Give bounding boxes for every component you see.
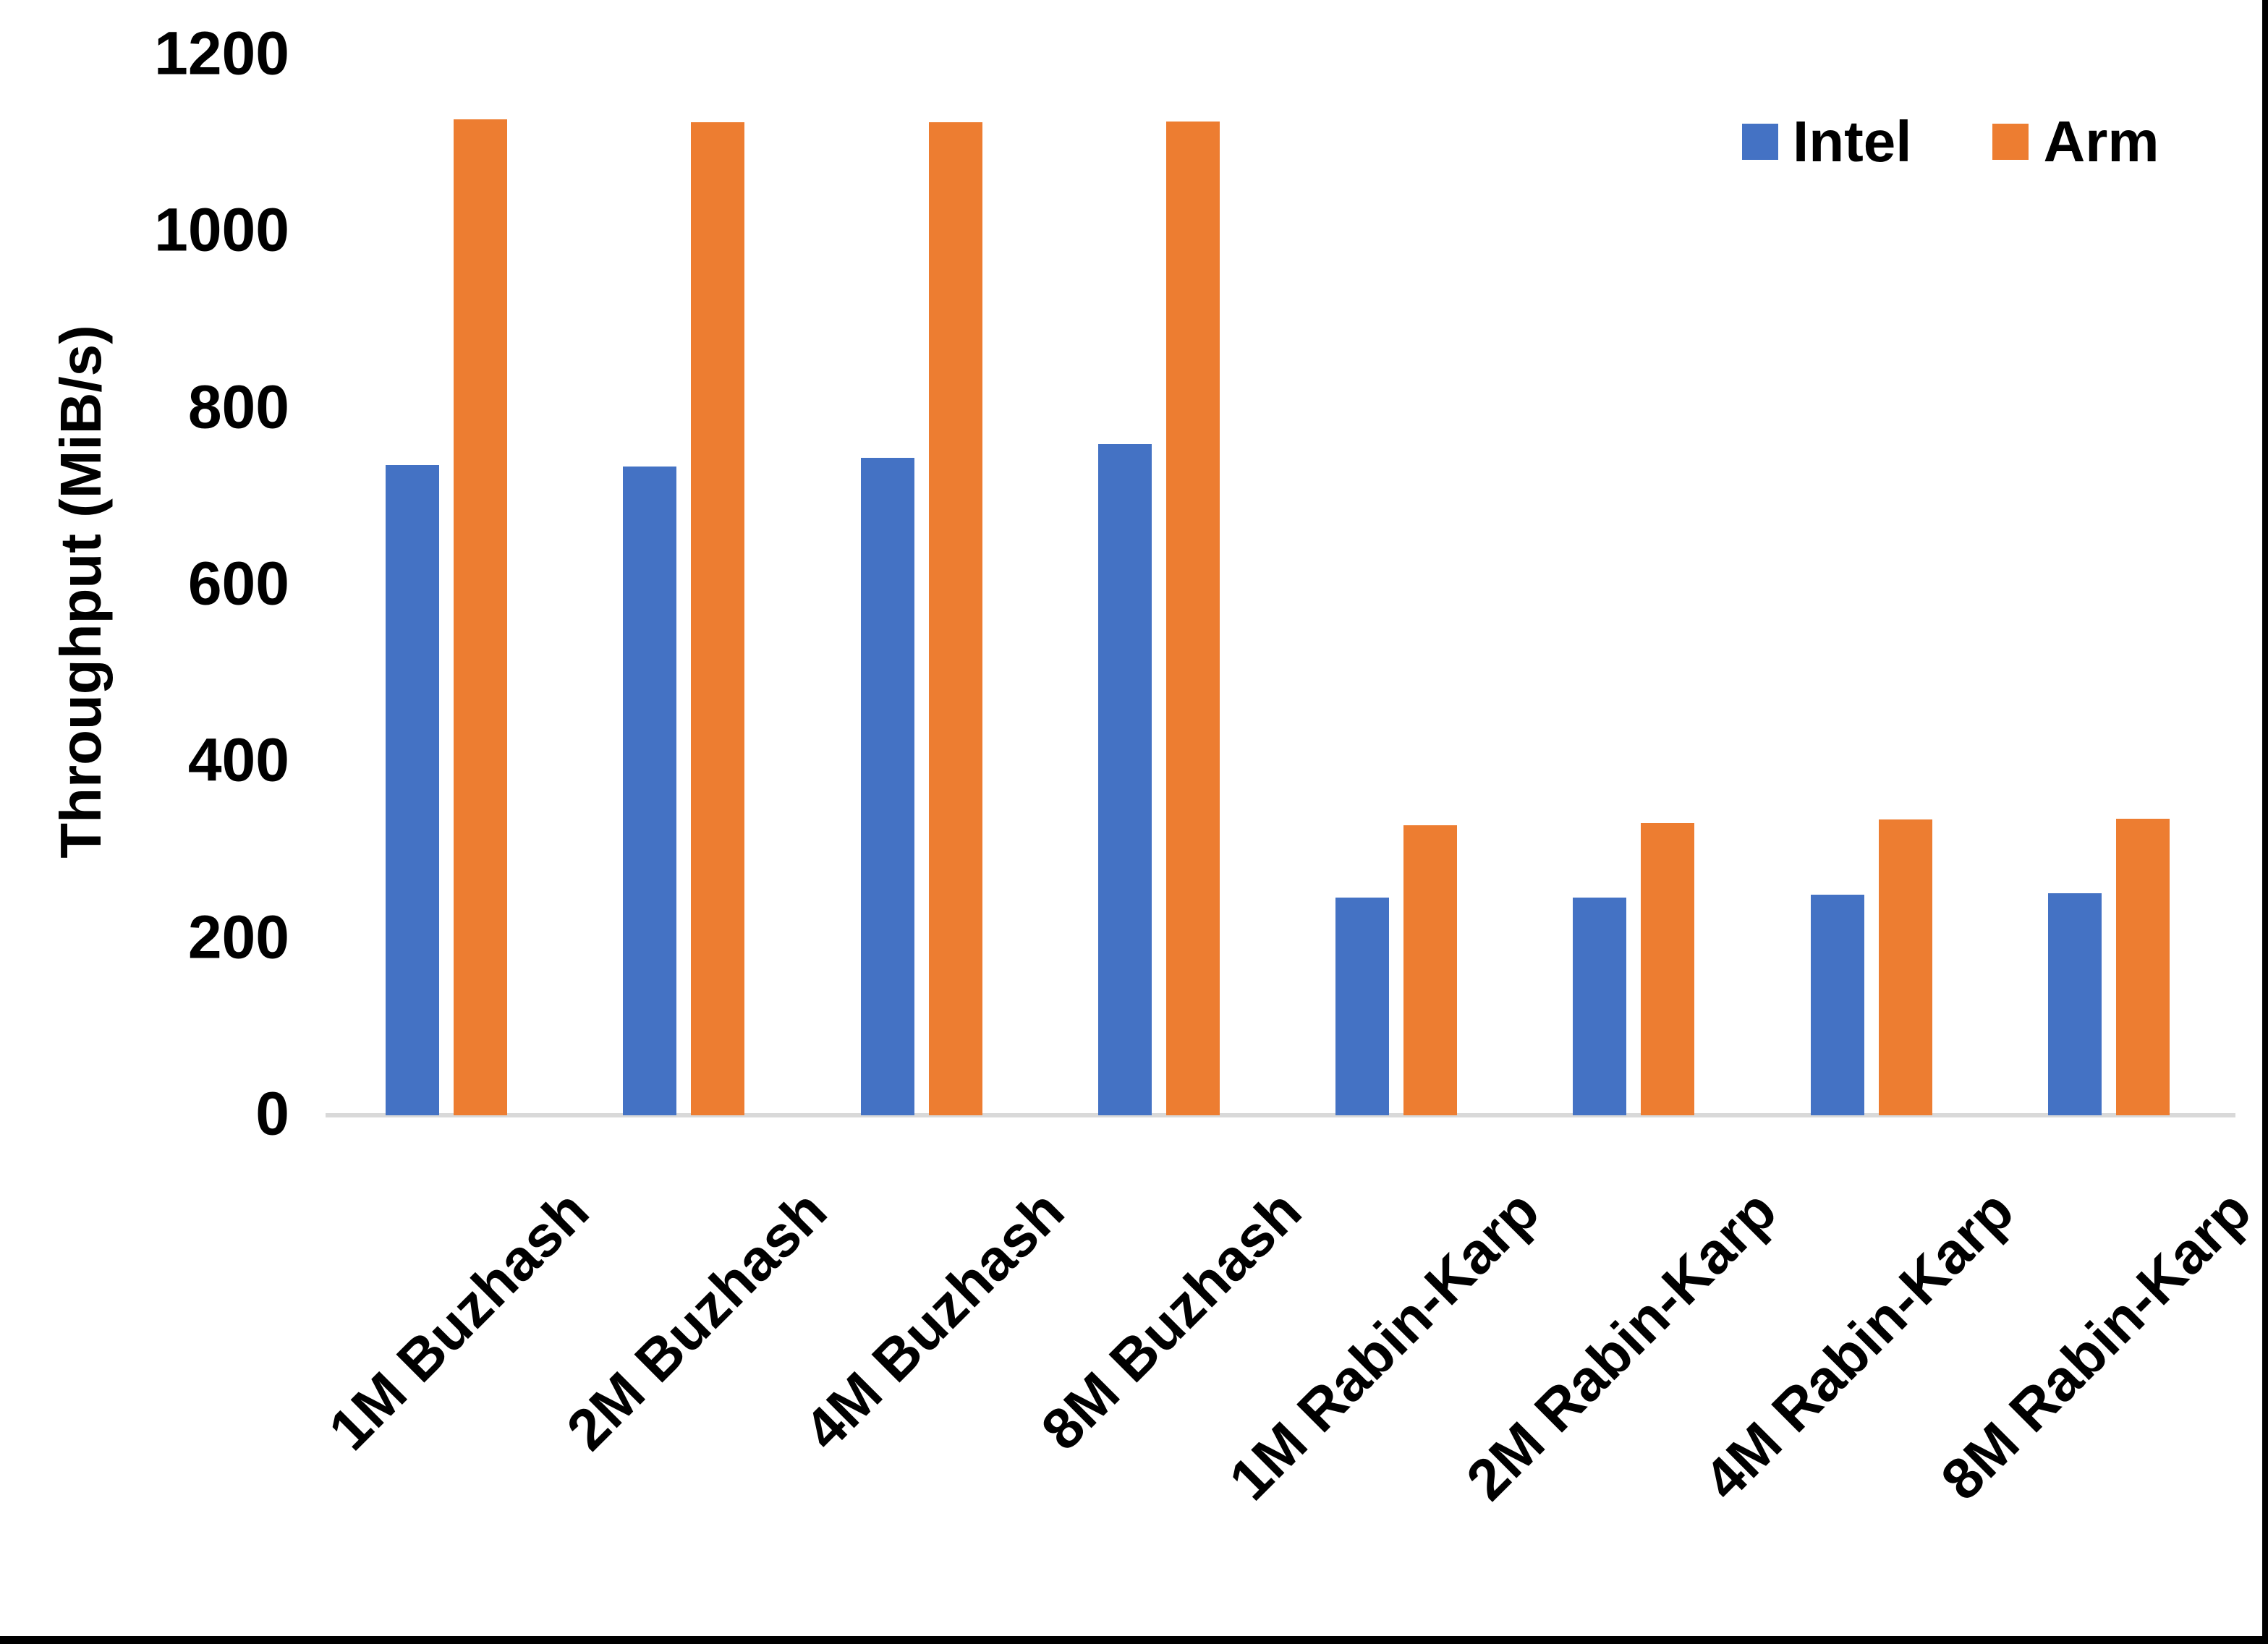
- bar-arm-2: [691, 122, 745, 1115]
- bar-intel-3: [860, 458, 914, 1115]
- frame-right-border: [2262, 0, 2268, 1644]
- frame-bottom-border: [0, 1636, 2268, 1644]
- bar-intel-4: [1097, 443, 1152, 1115]
- legend: Intel Arm: [1742, 109, 2159, 174]
- y-tick-label: 800: [187, 372, 289, 441]
- bar-intel-5: [1335, 898, 1390, 1115]
- y-tick-label: 0: [255, 1079, 289, 1148]
- legend-label-intel: Intel: [1793, 109, 1912, 174]
- y-axis-title: Throughput (MiB/s): [48, 325, 113, 859]
- y-tick-label: 1000: [154, 195, 289, 264]
- bar-arm-3: [928, 122, 982, 1115]
- legend-swatch-arm: [1992, 124, 2029, 160]
- bar-arm-4: [1165, 121, 1220, 1115]
- legend-swatch-intel: [1742, 124, 1778, 160]
- bar-arm-1: [454, 119, 508, 1115]
- x-axis-line: [326, 1113, 2235, 1117]
- bar-intel-6: [1573, 898, 1627, 1115]
- bar-arm-8: [2115, 818, 2170, 1115]
- y-tick-label: 600: [187, 549, 289, 618]
- bar-intel-1: [386, 464, 440, 1115]
- bar-arm-5: [1403, 825, 1458, 1115]
- bar-intel-8: [2047, 893, 2102, 1115]
- bar-intel-2: [623, 467, 677, 1115]
- y-tick-label: 400: [187, 725, 289, 794]
- y-tick-label: 200: [187, 903, 289, 971]
- y-tick-label: 1200: [154, 19, 289, 88]
- bar-intel-7: [1810, 894, 1864, 1115]
- legend-label-arm: Arm: [2043, 109, 2159, 174]
- bar-arm-6: [1641, 822, 1695, 1115]
- bar-arm-7: [1878, 819, 1932, 1115]
